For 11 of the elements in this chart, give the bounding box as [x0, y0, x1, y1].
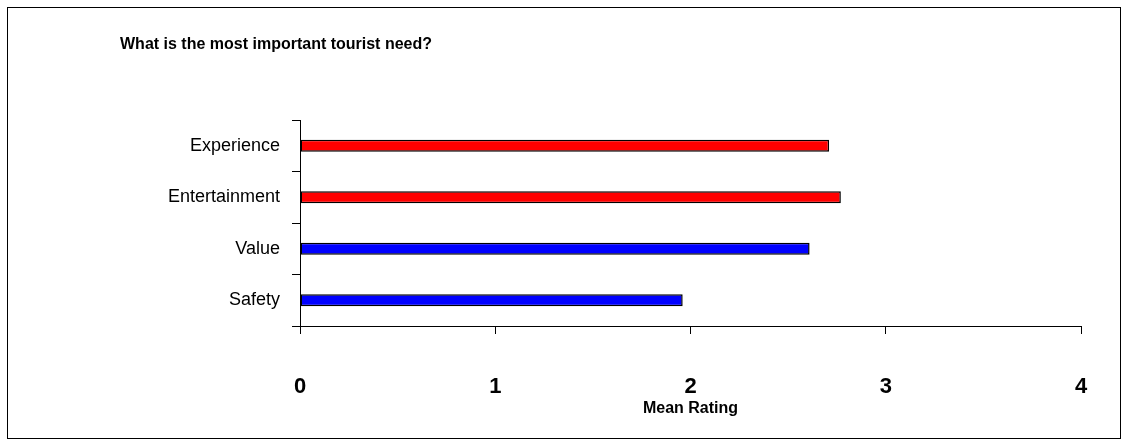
x-axis-title: Mean Rating [642, 398, 739, 416]
y-tick-label: Entertainment [167, 186, 280, 207]
x-tick-label: 2 [684, 373, 697, 399]
y-tick-label: Experience [189, 134, 280, 155]
x-tick-label: 3 [879, 373, 892, 399]
y-tick-label: Value [235, 237, 280, 258]
x-tick-label: 0 [293, 373, 307, 399]
x-tick-label: 1 [489, 373, 502, 399]
x-tick-label: 4 [1074, 373, 1088, 399]
chart-title: What is the most important tourist need? [120, 35, 433, 53]
y-tick-label: Safety [228, 289, 280, 310]
